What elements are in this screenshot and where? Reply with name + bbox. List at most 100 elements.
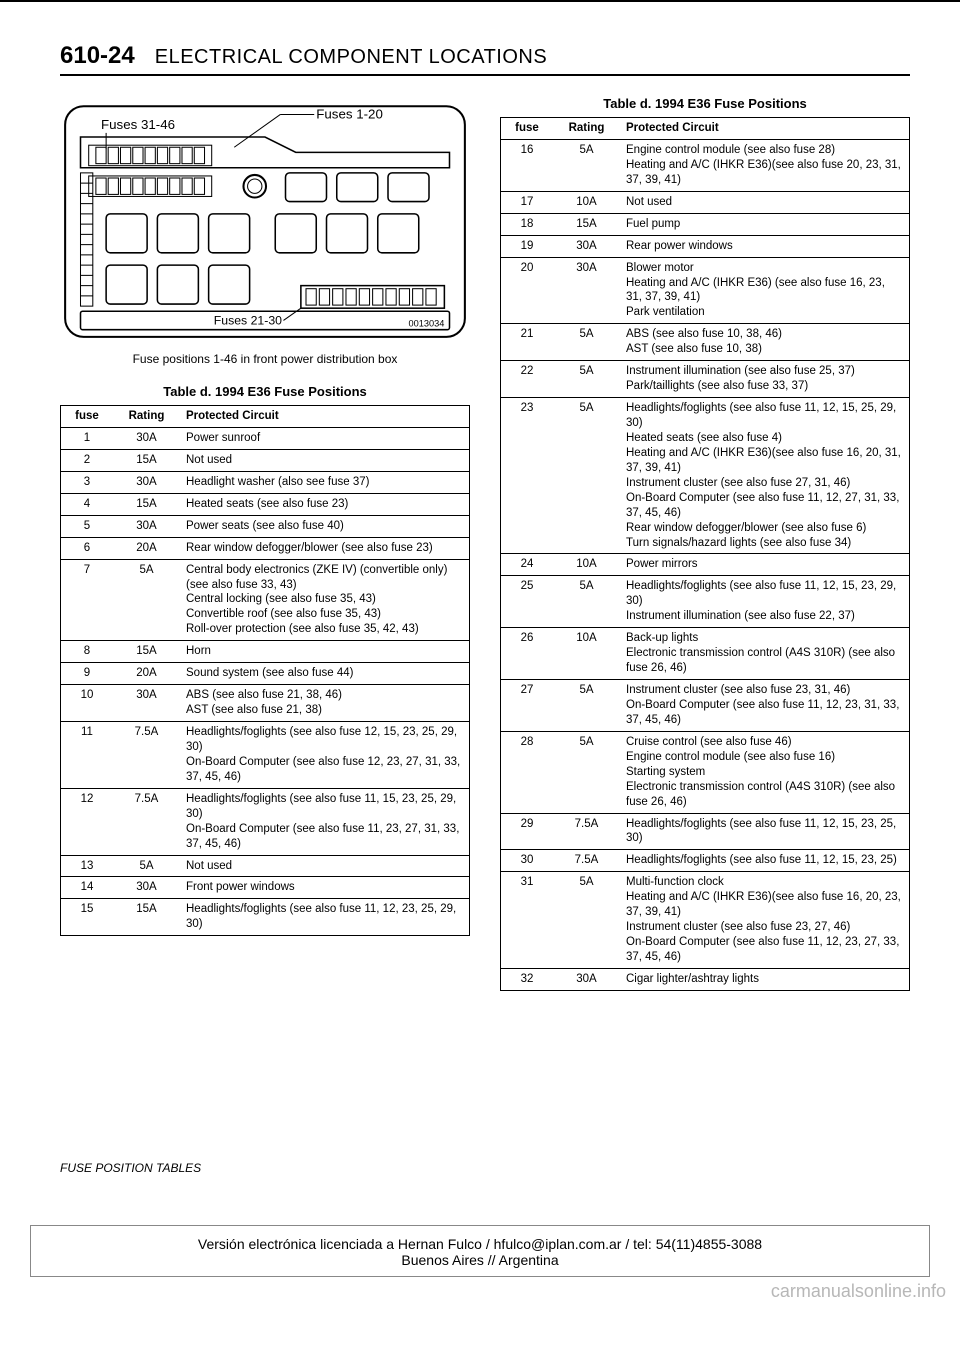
- cell-fuse: 18: [501, 213, 554, 235]
- table-row: 2610ABack-up lights Electronic transmiss…: [501, 628, 910, 680]
- cell-fuse: 21: [501, 324, 554, 361]
- table-row: 1430AFront power windows: [61, 877, 470, 899]
- table-row: 75ACentral body electronics (ZKE IV) (co…: [61, 559, 470, 641]
- cell-circuit: Headlights/foglights (see also fuse 11, …: [620, 576, 910, 628]
- cell-fuse: 19: [501, 235, 554, 257]
- cell-fuse: 5: [61, 515, 114, 537]
- cell-circuit: ABS (see also fuse 21, 38, 46) AST (see …: [180, 685, 470, 722]
- cell-fuse: 12: [61, 788, 114, 855]
- col-fuse: fuse: [61, 406, 114, 428]
- cell-fuse: 17: [501, 191, 554, 213]
- cell-rating: 5A: [553, 324, 620, 361]
- cell-circuit: Cigar lighter/ashtray lights: [620, 968, 910, 990]
- cell-rating: 15A: [553, 213, 620, 235]
- cell-rating: 30A: [553, 235, 620, 257]
- cell-rating: 15A: [113, 493, 180, 515]
- table-row: 117.5AHeadlights/foglights (see also fus…: [61, 722, 470, 789]
- cell-circuit: Power seats (see also fuse 40): [180, 515, 470, 537]
- table-row: 920ASound system (see also fuse 44): [61, 663, 470, 685]
- cell-rating: 5A: [113, 559, 180, 641]
- table-row: 530APower seats (see also fuse 40): [61, 515, 470, 537]
- cell-fuse: 25: [501, 576, 554, 628]
- cell-rating: 7.5A: [553, 813, 620, 850]
- cell-rating: 20A: [113, 537, 180, 559]
- cell-fuse: 10: [61, 685, 114, 722]
- table-row: 307.5AHeadlights/foglights (see also fus…: [501, 850, 910, 872]
- table-row: 165AEngine control module (see also fuse…: [501, 139, 910, 191]
- col-circuit: Protected Circuit: [180, 406, 470, 428]
- table-row: 130APower sunroof: [61, 427, 470, 449]
- fuse-table-right: fuse Rating Protected Circuit 165AEngine…: [500, 117, 910, 991]
- cell-rating: 5A: [113, 855, 180, 877]
- cell-fuse: 3: [61, 471, 114, 493]
- table-row: 235AHeadlights/foglights (see also fuse …: [501, 398, 910, 554]
- table-row: 620ARear window defogger/blower (see als…: [61, 537, 470, 559]
- cell-fuse: 9: [61, 663, 114, 685]
- cell-rating: 30A: [113, 685, 180, 722]
- table-row: 225AInstrument illumination (see also fu…: [501, 361, 910, 398]
- cell-rating: 15A: [113, 899, 180, 936]
- cell-circuit: Headlights/foglights (see also fuse 11, …: [620, 813, 910, 850]
- cell-circuit: Blower motor Heating and A/C (IHKR E36) …: [620, 257, 910, 324]
- table-row: 1030AABS (see also fuse 21, 38, 46) AST …: [61, 685, 470, 722]
- cell-circuit: Not used: [620, 191, 910, 213]
- cell-circuit: Headlights/foglights (see also fuse 11, …: [180, 788, 470, 855]
- cell-fuse: 27: [501, 680, 554, 732]
- cell-rating: 30A: [553, 968, 620, 990]
- diagram-caption: Fuse positions 1-46 in front power distr…: [60, 352, 470, 366]
- cell-circuit: Multi-function clock Heating and A/C (IH…: [620, 872, 910, 969]
- table-row: 1515AHeadlights/foglights (see also fuse…: [61, 899, 470, 936]
- license-line-2: Buenos Aires // Argentina: [37, 1252, 923, 1268]
- cell-circuit: Central body electronics (ZKE IV) (conve…: [180, 559, 470, 641]
- page-number: 610-24: [60, 42, 135, 70]
- diagram-label-bottom: Fuses 21-30: [214, 314, 282, 328]
- cell-rating: 5A: [553, 576, 620, 628]
- cell-circuit: Fuel pump: [620, 213, 910, 235]
- cell-rating: 7.5A: [113, 788, 180, 855]
- table-row: 3230ACigar lighter/ashtray lights: [501, 968, 910, 990]
- license-line-1: Versión electrónica licenciada a Hernan …: [37, 1236, 923, 1252]
- cell-fuse: 30: [501, 850, 554, 872]
- cell-fuse: 2: [61, 449, 114, 471]
- cell-fuse: 32: [501, 968, 554, 990]
- cell-circuit: Headlights/foglights (see also fuse 11, …: [180, 899, 470, 936]
- cell-rating: 5A: [553, 872, 620, 969]
- cell-rating: 10A: [553, 554, 620, 576]
- cell-rating: 30A: [113, 515, 180, 537]
- cell-circuit: Power sunroof: [180, 427, 470, 449]
- cell-rating: 5A: [553, 731, 620, 813]
- cell-fuse: 4: [61, 493, 114, 515]
- cell-circuit: Power mirrors: [620, 554, 910, 576]
- cell-fuse: 24: [501, 554, 554, 576]
- col-fuse: fuse: [501, 118, 554, 140]
- cell-rating: 30A: [113, 471, 180, 493]
- table-row: 297.5AHeadlights/foglights (see also fus…: [501, 813, 910, 850]
- page-title: ELECTRICAL COMPONENT LOCATIONS: [155, 46, 547, 69]
- cell-rating: 10A: [553, 191, 620, 213]
- fuse-box-diagram: Fuses 31-46 Fuses 1-20: [60, 96, 470, 342]
- cell-circuit: ABS (see also fuse 10, 38, 46) AST (see …: [620, 324, 910, 361]
- cell-circuit: Headlights/foglights (see also fuse 11, …: [620, 850, 910, 872]
- cell-circuit: Not used: [180, 449, 470, 471]
- cell-fuse: 26: [501, 628, 554, 680]
- table-row: 2030ABlower motor Heating and A/C (IHKR …: [501, 257, 910, 324]
- cell-rating: 5A: [553, 361, 620, 398]
- fuse-table-left: fuse Rating Protected Circuit 130APower …: [60, 405, 470, 936]
- cell-rating: 30A: [553, 257, 620, 324]
- cell-rating: 7.5A: [113, 722, 180, 789]
- cell-fuse: 15: [61, 899, 114, 936]
- col-rating: Rating: [553, 118, 620, 140]
- watermark: carmanualsonline.info: [0, 1277, 960, 1310]
- cell-circuit: Headlights/foglights (see also fuse 12, …: [180, 722, 470, 789]
- diagram-part-no: 0013034: [409, 319, 445, 329]
- cell-rating: 30A: [113, 427, 180, 449]
- cell-circuit: Headlights/foglights (see also fuse 11, …: [620, 398, 910, 554]
- cell-fuse: 14: [61, 877, 114, 899]
- table-row: 315AMulti-function clock Heating and A/C…: [501, 872, 910, 969]
- table-row: 255AHeadlights/foglights (see also fuse …: [501, 576, 910, 628]
- table-row: 1815AFuel pump: [501, 213, 910, 235]
- cell-rating: 15A: [113, 641, 180, 663]
- cell-rating: 10A: [553, 628, 620, 680]
- cell-rating: 5A: [553, 398, 620, 554]
- cell-rating: 5A: [553, 680, 620, 732]
